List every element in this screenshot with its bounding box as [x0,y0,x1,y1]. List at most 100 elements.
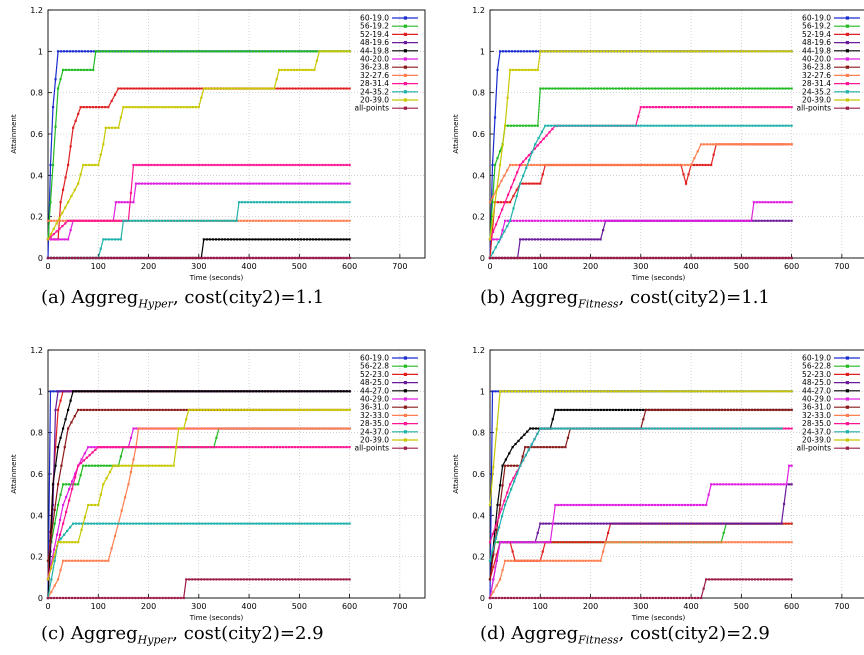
data-point [128,408,131,412]
data-point [211,408,215,412]
data-point [581,522,584,525]
data-point [342,522,345,525]
data-point [281,68,284,72]
caption-c: (c) AggregHyper, cost(city2)=2.9 [41,623,324,647]
data-point [542,137,545,140]
data-point [706,124,709,127]
y-tick-label: 1.2 [30,346,43,355]
data-point [677,163,681,167]
data-point [546,219,549,222]
data-point [525,166,528,169]
data-point [185,427,188,430]
data-point [665,522,669,525]
data-point [753,522,756,525]
data-point [790,106,793,109]
data-point [155,427,158,430]
data-point [87,503,90,507]
data-point [342,87,345,90]
data-point [84,390,87,393]
data-point [348,408,351,412]
data-point [527,446,530,449]
data-point [84,50,87,53]
data-point [156,163,159,167]
data-point [721,124,724,127]
data-point [224,427,228,430]
data-point [183,182,186,185]
data-point [96,464,99,467]
data-point [629,522,632,525]
data-point [772,219,775,222]
data-point [56,503,60,507]
data-point [643,541,646,544]
data-point [309,50,312,53]
data-point [638,163,641,167]
data-point [192,182,195,185]
data-point [702,408,705,412]
data-point [513,464,516,467]
data-point [546,541,549,544]
data-point [533,238,537,241]
data-point [772,106,775,109]
data-point [300,182,303,185]
legend-label: 44-19.8 [360,46,389,55]
data-point [516,472,519,475]
data-point [71,68,74,72]
data-point [722,531,725,534]
data-point [787,201,790,204]
data-point [260,408,263,412]
data-point [194,256,197,260]
data-point [125,408,128,412]
data-point [781,124,784,127]
data-point [248,87,251,90]
x-tick-label: 100 [91,602,106,611]
data-point [67,163,70,167]
data-point [246,522,249,525]
data-point [287,578,291,581]
data-point [223,219,226,222]
data-point [665,163,669,167]
data-point [339,427,342,430]
data-point [315,182,318,185]
x-axis-label: Time (seconds) [631,614,686,622]
data-point [324,578,327,581]
data-point [741,522,744,525]
data-point [123,522,126,525]
data-point [501,144,504,147]
data-point [203,427,206,430]
data-point [149,50,152,53]
data-point [551,238,555,241]
data-point [599,503,602,507]
data-point [330,256,333,260]
data-point [596,50,599,53]
data-point [501,569,504,572]
data-point [624,219,627,222]
data-point [144,522,147,525]
data-point [336,50,339,53]
data-point [637,124,640,127]
data-point [703,124,706,127]
data-point [723,522,726,525]
series-line [48,183,350,240]
data-point [596,503,599,507]
data-point [93,503,97,507]
data-point [119,256,122,260]
data-point [173,427,176,430]
data-point [146,408,149,412]
data-point [596,87,599,90]
data-point [530,68,533,72]
data-point [299,238,303,241]
data-point [240,390,243,393]
data-point [548,522,551,525]
data-point [717,219,720,222]
data-point [509,201,512,204]
data-point [718,106,721,109]
data-point [105,390,108,393]
data-point [674,522,678,525]
x-axis-label: Time (seconds) [189,274,244,282]
legend-label: 28-31.4 [802,79,831,88]
data-point [634,541,637,544]
data-point [61,596,65,600]
data-point [630,219,633,222]
data-point [312,578,315,581]
data-point [500,508,503,511]
